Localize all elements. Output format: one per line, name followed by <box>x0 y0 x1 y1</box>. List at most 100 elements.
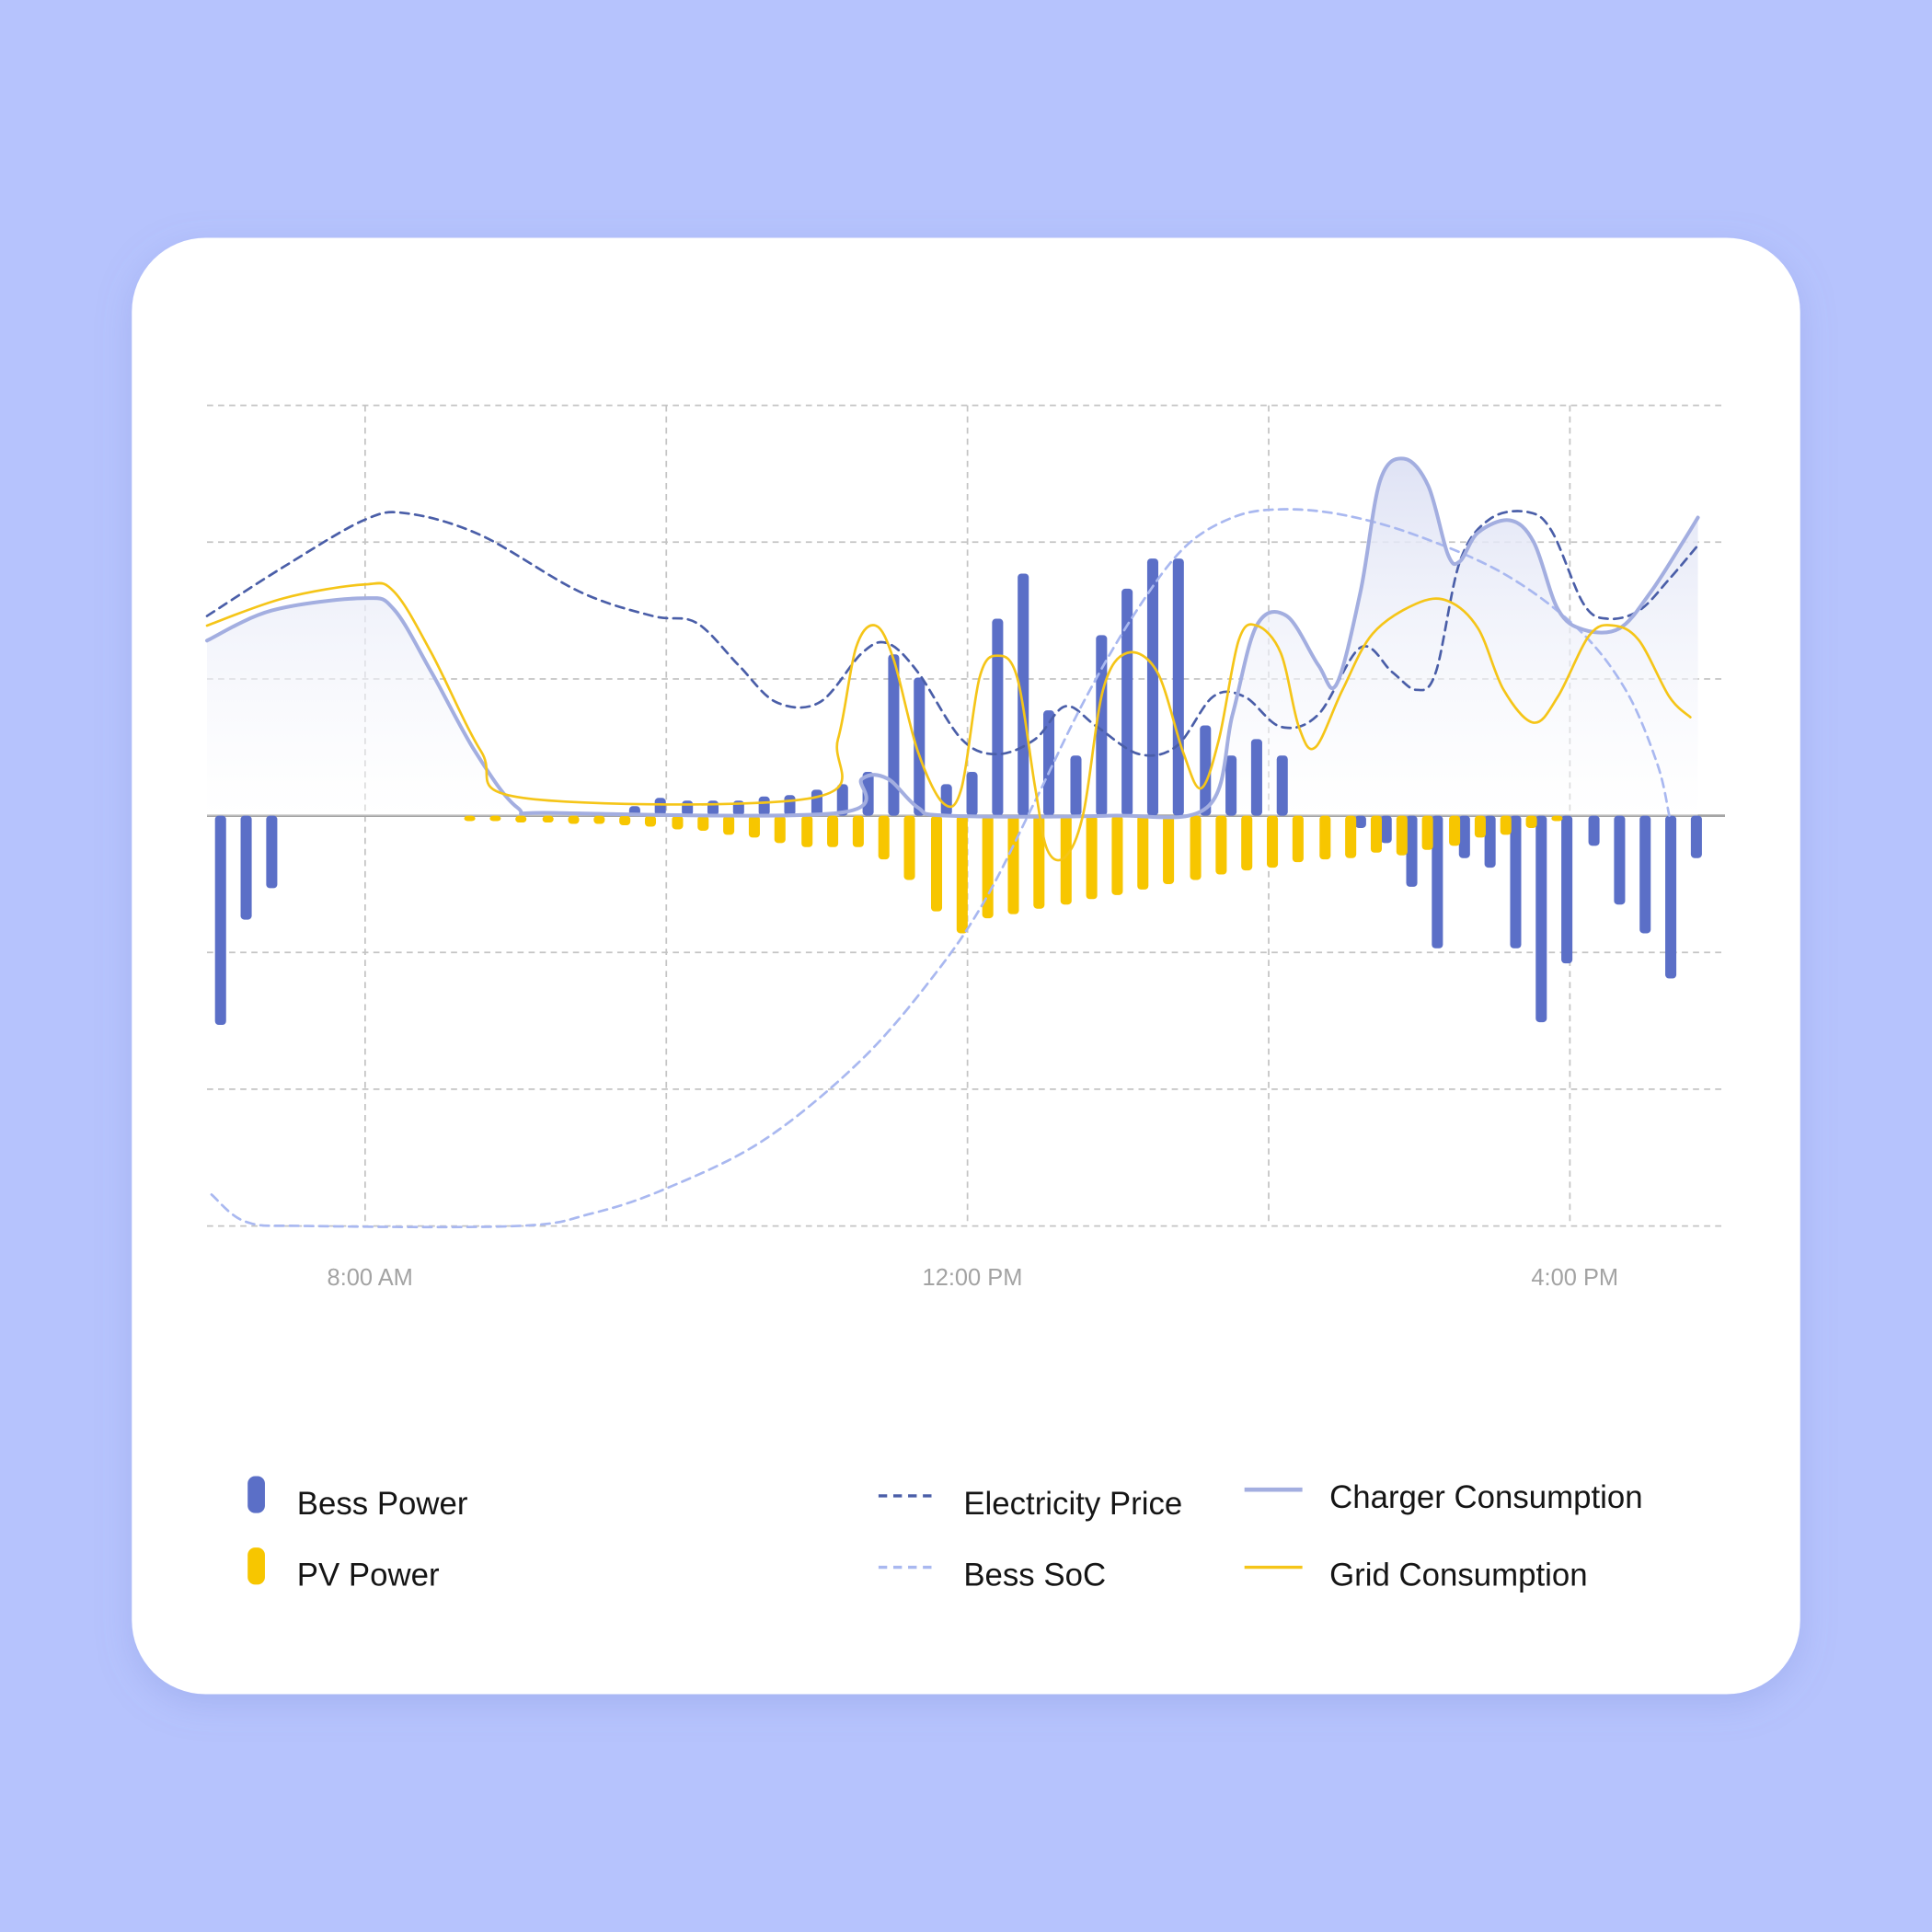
bar <box>1484 815 1496 868</box>
line <box>205 581 1692 862</box>
bar <box>1276 755 1288 816</box>
bar <box>1474 815 1486 838</box>
bar <box>1354 815 1366 828</box>
bar <box>1665 815 1677 979</box>
bar <box>827 815 839 847</box>
bar <box>888 654 900 816</box>
bar <box>1345 815 1357 858</box>
bar <box>1561 815 1573 964</box>
bar <box>801 815 813 847</box>
bar <box>489 815 501 822</box>
bar <box>811 789 822 816</box>
bar <box>1043 710 1055 816</box>
bar <box>836 784 848 816</box>
legend-label: Bess Power <box>297 1486 468 1522</box>
bar <box>1525 815 1537 828</box>
bar <box>852 815 864 847</box>
legend-icon <box>247 1547 265 1585</box>
bar <box>707 800 719 816</box>
bar <box>1241 815 1253 871</box>
lines <box>204 456 1701 1229</box>
bar <box>1215 815 1227 875</box>
bar <box>1190 815 1202 880</box>
bar <box>1510 815 1522 949</box>
x-tick-label: 8:00 AM <box>328 1265 413 1291</box>
bar <box>1172 558 1184 816</box>
bar <box>1250 739 1262 816</box>
bar <box>1096 635 1108 816</box>
bar <box>1406 815 1418 887</box>
bar <box>1535 815 1547 1023</box>
bar <box>644 815 657 827</box>
legend-label: Electricity Price <box>963 1486 1182 1522</box>
bar <box>1432 815 1443 949</box>
bar <box>1458 815 1470 858</box>
card <box>132 237 1800 1695</box>
legend-label: Grid Consumption <box>1329 1557 1588 1593</box>
bar <box>1121 588 1133 816</box>
bar <box>1449 815 1461 846</box>
x-tick-label: 12:00 PM <box>923 1265 1023 1291</box>
bar <box>1225 755 1237 816</box>
bar <box>619 815 631 826</box>
bar <box>240 815 252 920</box>
legend-icon <box>247 1476 265 1513</box>
bar <box>966 772 978 816</box>
bar <box>542 815 554 823</box>
bar <box>1551 815 1563 822</box>
bar <box>774 815 786 844</box>
bar <box>1639 815 1651 934</box>
bar <box>1163 815 1175 884</box>
bar <box>930 815 943 912</box>
bar <box>266 815 278 889</box>
bar <box>568 815 580 824</box>
line <box>204 456 1700 820</box>
plot: 8:00 AM 12:00 PM 4:00 PM <box>204 404 1725 1291</box>
bar <box>1588 815 1600 846</box>
bar <box>956 815 968 934</box>
bar <box>903 815 915 880</box>
bar <box>1292 815 1304 863</box>
legend-label: PV Power <box>297 1557 440 1593</box>
bar <box>1500 815 1512 835</box>
bar <box>914 677 926 816</box>
bar <box>1007 815 1019 914</box>
bar <box>654 798 666 816</box>
bar <box>723 815 735 835</box>
bar <box>1690 815 1702 858</box>
bar <box>1060 815 1072 905</box>
bar <box>1018 573 1029 816</box>
bar <box>1086 815 1098 900</box>
bar <box>1111 815 1123 895</box>
bar <box>1267 815 1279 868</box>
bar <box>1396 815 1408 856</box>
x-tick-label: 4:00 PM <box>1531 1265 1618 1291</box>
line <box>210 508 1671 1229</box>
bar <box>748 815 760 838</box>
bar <box>1614 815 1626 905</box>
bar <box>672 815 684 830</box>
bar <box>515 815 527 823</box>
bar <box>1319 815 1331 860</box>
bar <box>784 795 796 816</box>
bar <box>593 815 605 824</box>
bar <box>992 618 1004 816</box>
bar <box>464 815 476 822</box>
legend: Bess Power PV Power Electricity Price Bess … <box>247 1476 1643 1593</box>
bar <box>1070 755 1082 816</box>
bar <box>878 815 890 860</box>
legend-label: Bess SoC <box>963 1557 1106 1593</box>
bar <box>1421 815 1433 850</box>
bar <box>1137 815 1149 890</box>
bar <box>1380 815 1392 844</box>
bar <box>758 796 770 816</box>
bars <box>214 558 1702 1026</box>
bar <box>1200 725 1212 816</box>
bar <box>697 815 709 831</box>
bar <box>1146 558 1159 816</box>
bar <box>1370 815 1383 853</box>
bar <box>940 784 952 816</box>
bar <box>214 815 226 1026</box>
legend-label: Charger Consumption <box>1329 1479 1643 1515</box>
